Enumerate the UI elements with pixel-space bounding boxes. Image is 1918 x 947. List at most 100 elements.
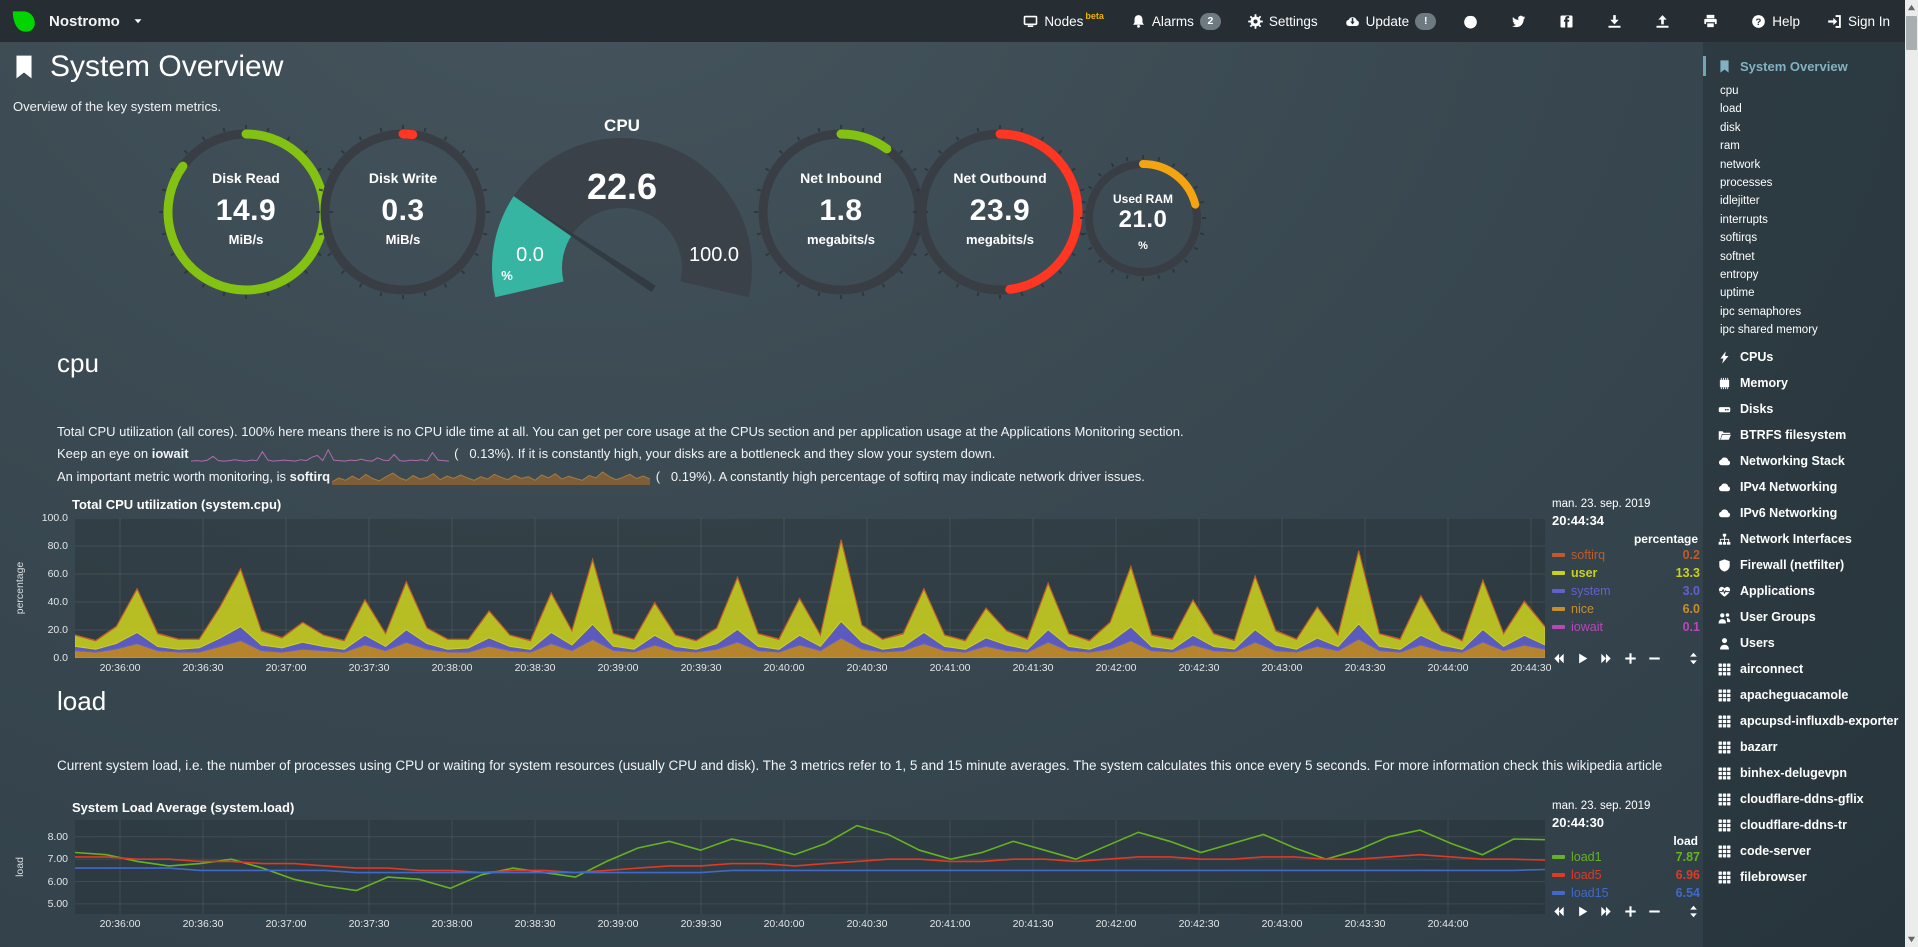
sidebar-subitem-interrupts[interactable]: interrupts (1720, 213, 1768, 226)
cloud-download-icon (1345, 14, 1360, 29)
load-chart-skip-backward-button[interactable] (1552, 905, 1565, 918)
sidebar-item-cloudflare-ddns-tr[interactable]: cloudflare-ddns-tr (1703, 818, 1905, 834)
nav-item-label: Alarms (1151, 13, 1194, 29)
cpu-chart-play-button[interactable] (1576, 652, 1589, 665)
sidebar-item-label: airconnect (1740, 662, 1804, 677)
sidebar-item-applications[interactable]: Applications (1703, 584, 1905, 600)
sidebar-subitem-processes[interactable]: processes (1720, 177, 1773, 190)
sidebar-subitem-disk[interactable]: disk (1720, 121, 1741, 134)
gauge-net-outbound[interactable]: Net Outbound 23.9 megabits/s (910, 122, 1090, 302)
load-chart-skip-forward-button[interactable] (1600, 905, 1613, 918)
sidebar-item-apcupsd-influxdb-exporter[interactable]: apcupsd-influxdb-exporter (1703, 714, 1905, 730)
cpu-chart-xtick: 20:39:30 (680, 662, 722, 674)
nav-item-print[interactable] (1703, 14, 1724, 29)
cpu-chart-legend-user[interactable]: user 13.3 (1552, 566, 1700, 580)
nav-item-help[interactable]: ? Help (1751, 14, 1800, 29)
load-chart-zoom-in-button[interactable] (1624, 905, 1637, 918)
gauge-net-inbound[interactable]: Net Inbound 1.8 megabits/s (751, 122, 931, 302)
sidebar-subitem-softirqs[interactable]: softirqs (1720, 232, 1758, 245)
wikipedia-article-link[interactable]: wikipedia article (1566, 758, 1663, 773)
cpu-chart-legend-nice[interactable]: nice 6.0 (1552, 602, 1700, 616)
cpu-chart-xtick: 20:43:00 (1261, 662, 1303, 674)
nav-item-alarms[interactable]: Alarms 2 (1131, 12, 1221, 30)
grid-icon (1718, 689, 1731, 702)
cpu-chart-legend-softirq[interactable]: softirq 0.2 (1552, 548, 1700, 562)
load-chart-legend-load1[interactable]: load1 7.87 (1552, 850, 1700, 864)
cpu-chart-zoom-out-button[interactable] (1648, 652, 1661, 665)
hdd-icon (1718, 403, 1731, 416)
cpu-chart-resize-button[interactable] (1687, 652, 1700, 665)
nav-item-sign-in[interactable]: Sign In (1827, 14, 1890, 29)
cpu-chart-skip-backward-button[interactable] (1552, 652, 1565, 665)
sidebar-item-ipv4-networking[interactable]: IPv4 Networking (1703, 480, 1905, 496)
sidebar-item-firewall-netfilter[interactable]: Firewall (netfilter) (1703, 558, 1905, 574)
sidebar-item-btrfs-filesystem[interactable]: BTRFS filesystem (1703, 428, 1905, 444)
nav-item-twitter[interactable] (1511, 14, 1532, 29)
cpu-desc-line1: Total CPU utilization (all cores). 100% … (57, 424, 1184, 439)
cpu-chart-zoom-in-button[interactable] (1624, 652, 1637, 665)
load-chart-legend-load15[interactable]: load15 6.54 (1552, 886, 1700, 900)
sidebar-subitem-ipc-semaphores[interactable]: ipc semaphores (1720, 305, 1802, 318)
nav-item-github[interactable] (1463, 14, 1484, 29)
sidebar-item-filebrowser[interactable]: filebrowser (1703, 870, 1905, 886)
load-chart-play-button[interactable] (1576, 905, 1589, 918)
load-chart-legend-units: load (1673, 834, 1698, 848)
sidebar-item-cloudflare-ddns-gflix[interactable]: cloudflare-ddns-gflix (1703, 792, 1905, 808)
load-chart-resize-button[interactable] (1687, 905, 1700, 918)
load-chart-zoom-out-button[interactable] (1648, 905, 1661, 918)
gauge-disk-write[interactable]: Disk Write 0.3 MiB/s (313, 122, 493, 302)
sidebar-item-airconnect[interactable]: airconnect (1703, 662, 1905, 678)
sidebar-item-user-groups[interactable]: User Groups (1703, 610, 1905, 626)
sidebar-item-network-interfaces[interactable]: Network Interfaces (1703, 532, 1905, 548)
nav-item-facebook[interactable] (1559, 14, 1580, 29)
sidebar-subitem-network[interactable]: network (1720, 158, 1761, 171)
gauge-cpu[interactable]: CPU 22.6 0.0 100.0% (472, 116, 772, 306)
grid-icon (1718, 663, 1731, 676)
scroll-down-arrow[interactable] (1905, 933, 1918, 946)
nav-item-update[interactable]: Update! (1345, 12, 1437, 30)
cpu-chart-plot-area[interactable] (75, 518, 1545, 658)
sidebar-subitem-softnet[interactable]: softnet (1720, 250, 1755, 263)
nav-item-download[interactable] (1607, 14, 1628, 29)
sidebar-item-cpus[interactable]: CPUs (1703, 350, 1905, 366)
nav-item-upload[interactable] (1655, 14, 1676, 29)
page-scrollbar[interactable] (1905, 0, 1918, 947)
load-chart-plot-area[interactable] (75, 820, 1545, 914)
load-chart-legend-load5[interactable]: load5 6.96 (1552, 868, 1700, 882)
sidebar-subitem-load[interactable]: load (1720, 103, 1742, 116)
sidebar-subitem-ram[interactable]: ram (1720, 140, 1740, 153)
softirq-label: softirq (289, 469, 331, 484)
legend-value: 6.0 (1682, 602, 1700, 616)
sidebar-item-label: cloudflare-ddns-tr (1740, 818, 1847, 833)
sidebar-subitem-uptime[interactable]: uptime (1720, 287, 1755, 300)
sidebar-item-networking-stack[interactable]: Networking Stack (1703, 454, 1905, 470)
sidebar-item-system-overview[interactable]: System Overview (1703, 56, 1905, 76)
sidebar-subitem-cpu[interactable]: cpu (1720, 85, 1739, 97)
sidebar-item-apacheguacamole[interactable]: apacheguacamole (1703, 688, 1905, 704)
sidebar-item-disks[interactable]: Disks (1703, 402, 1905, 418)
sidebar-item-label: Users (1740, 636, 1775, 651)
gauge-disk-read[interactable]: Disk Read 14.9 MiB/s (156, 122, 336, 302)
sidebar-item-memory[interactable]: Memory (1703, 376, 1905, 392)
cpu-chart-legend-iowait[interactable]: iowait 0.1 (1552, 620, 1700, 634)
scrollbar-thumb[interactable] (1906, 16, 1917, 50)
cpu-chart-legend-system[interactable]: system 3.0 (1552, 584, 1700, 598)
zoom-out-icon (1648, 905, 1661, 918)
sidebar-item-code-server[interactable]: code-server (1703, 844, 1905, 860)
sidebar-item-ipv6-networking[interactable]: IPv6 Networking (1703, 506, 1905, 522)
nav-item-nodes[interactable]: Nodes beta (1023, 11, 1104, 29)
sidebar-item-binhex-delugevpn[interactable]: binhex-delugevpn (1703, 766, 1905, 782)
sidebar-subitem-entropy[interactable]: entropy (1720, 269, 1759, 282)
sidebar-active-label: System Overview (1740, 58, 1848, 74)
sidebar-item-users[interactable]: Users (1703, 636, 1905, 652)
nav-item-settings[interactable]: Settings (1248, 14, 1318, 29)
grid-icon (1718, 767, 1731, 780)
gauge-label: Net Outbound (953, 170, 1047, 186)
node-selector[interactable]: Nostromo (10, 8, 144, 35)
scroll-up-arrow[interactable] (1905, 1, 1918, 14)
sidebar-subitem-idlejitter[interactable]: idlejitter (1720, 195, 1760, 208)
gauge-used-ram[interactable]: Used RAM 21.0% (1073, 148, 1213, 288)
cpu-chart-skip-forward-button[interactable] (1600, 652, 1613, 665)
sidebar-subitem-ipc-shared-memory[interactable]: ipc shared memory (1720, 324, 1818, 337)
sidebar-item-bazarr[interactable]: bazarr (1703, 740, 1905, 756)
